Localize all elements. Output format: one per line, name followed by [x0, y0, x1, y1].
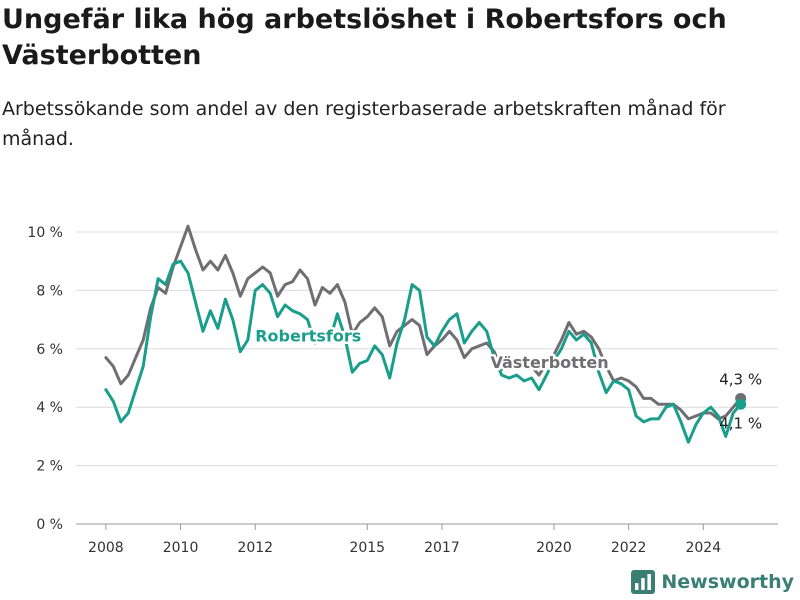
x-tick-label: 2008 — [88, 540, 124, 556]
y-tick-label: 4 % — [36, 400, 63, 416]
y-tick-label: 6 % — [36, 342, 63, 358]
series-lines — [104, 224, 747, 444]
series-name-label: Robertsfors — [255, 327, 361, 346]
series-labels: 4,3 % Västerbotten 4,1 % Robertsfors — [253, 324, 762, 432]
x-axis: 2008 2010 2012 2015 2017 2020 2022 2024 — [88, 524, 721, 556]
x-tick-label: 2010 — [163, 540, 199, 556]
y-tick-label: 0 % — [36, 517, 63, 533]
chart-title: Ungefär lika hög arbetslöshet i Robertsf… — [2, 4, 727, 71]
brand-name: Newsworthy — [661, 571, 794, 593]
y-tick-label: 2 % — [36, 459, 63, 475]
x-tick-label: 2024 — [685, 540, 721, 556]
x-tick-label: 2012 — [237, 540, 273, 556]
series-line-västerbotten — [104, 224, 743, 421]
newsworthy-chart-icon — [631, 570, 656, 594]
y-tick-label: 8 % — [36, 283, 63, 299]
newsworthy-brand[interactable]: Newsworthy — [631, 570, 794, 594]
x-tick-label: 2022 — [611, 540, 647, 556]
series-endpoint-robertsfors — [735, 398, 747, 410]
end-value-label: 4,1 % — [719, 414, 762, 432]
series-name-label: Västerbotten — [490, 353, 608, 372]
end-value-label: 4,3 % — [719, 370, 762, 388]
x-tick-label: 2015 — [349, 540, 385, 556]
grid-lines: 0 % 2 % 4 % 6 % 8 % 10 % — [27, 225, 778, 533]
series-line-robertsfors — [104, 259, 743, 444]
x-tick-label: 2020 — [536, 540, 572, 556]
chart-subtitle: Arbetssökande som andel av den registerb… — [2, 98, 726, 150]
x-tick-label: 2017 — [424, 540, 460, 556]
y-tick-label: 10 % — [27, 225, 63, 241]
